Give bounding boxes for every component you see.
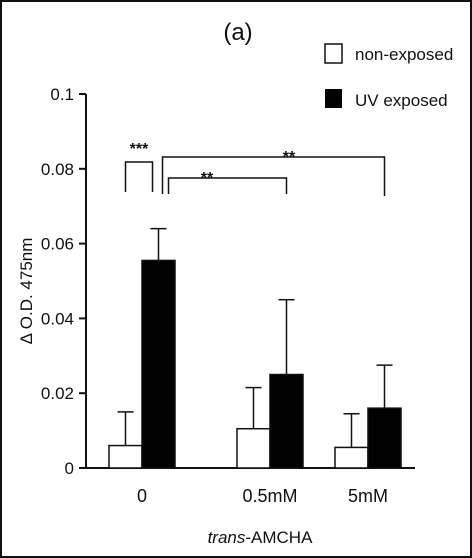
- x-tick-label: 5mM: [348, 486, 388, 506]
- bracket-5mM: [161, 156, 386, 196]
- x-axis-title-suffix: -AMCHA: [245, 528, 313, 547]
- y-tick-label: 0.1: [50, 85, 74, 104]
- y-ticks: 0 0.02 0.04 0.06 0.08 0.1: [41, 85, 86, 478]
- y-tick-label: 0.04: [41, 309, 74, 328]
- significance-label: ***: [130, 141, 149, 158]
- significance-annotations: *** ****: [124, 141, 386, 196]
- bracket-0.5mM: [167, 177, 288, 194]
- legend-swatch-non-exposed: [324, 43, 343, 64]
- y-axis-title: Δ O.D. 475nm: [17, 238, 36, 345]
- x-tick-label: 0.5mM: [242, 486, 297, 506]
- legend-label-non-exposed: non-exposed: [355, 45, 453, 64]
- y-tick-label: 0.02: [41, 384, 74, 403]
- x-axis-title: trans-AMCHA: [208, 528, 314, 547]
- y-tick-label: 0.08: [41, 160, 74, 179]
- panel-label: (a): [223, 19, 252, 46]
- x-tick-labels: 0 0.5mM 5mM: [137, 486, 388, 506]
- significance-label: **: [283, 149, 296, 166]
- bars: [108, 227, 402, 469]
- y-tick-label: 0: [65, 459, 74, 478]
- bar-uv-exposed-1: [269, 373, 304, 469]
- bracket-control: [124, 161, 154, 192]
- bar-non-exposed-2: [334, 446, 369, 469]
- legend-swatch-uv-exposed: [325, 89, 342, 108]
- bar-non-exposed-1: [236, 427, 271, 469]
- x-axis-title-prefix: trans: [208, 528, 246, 547]
- bar-non-exposed-0: [108, 444, 143, 469]
- bar-uv-exposed-2: [367, 407, 402, 469]
- significance-label: **: [201, 170, 214, 187]
- y-tick-label: 0.06: [41, 235, 74, 254]
- x-tick-label: 0: [137, 486, 147, 506]
- bar-uv-exposed-0: [141, 259, 176, 469]
- legend-label-uv-exposed: UV exposed: [355, 91, 448, 110]
